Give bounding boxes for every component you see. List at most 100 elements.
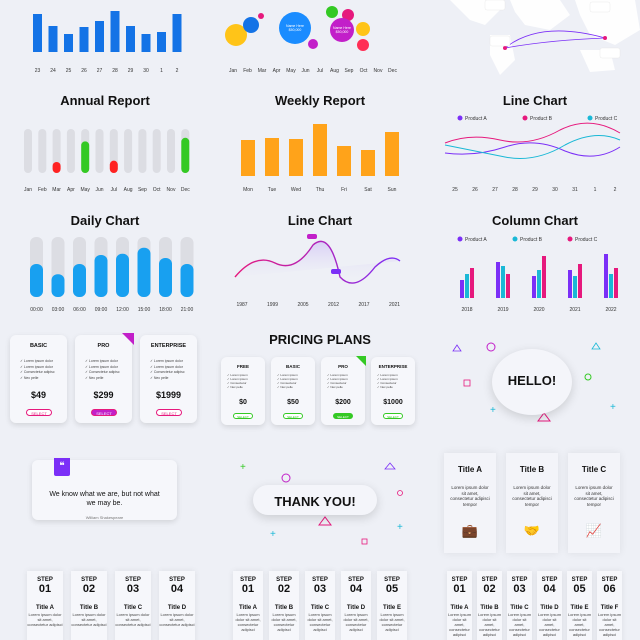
step-desc: Lorem ipsum dolor sit amet, consectetur … <box>71 612 107 627</box>
bar <box>109 160 118 173</box>
svg-text:+: + <box>610 402 616 413</box>
quote-icon: ❝ <box>54 458 70 476</box>
bar <box>313 124 327 176</box>
x-tick: 30 <box>143 68 149 74</box>
bubble <box>326 6 338 18</box>
tile-quote[interactable]: ❝ We know what we are, but not what we m… <box>0 445 210 560</box>
step-desc: Lorem ipsum dolor sit amet, consectetur … <box>477 612 502 637</box>
tile-titles[interactable]: Title A Lorem ipsum dolor sit amet, cons… <box>430 445 640 560</box>
step-card: STEP 02 Title B Lorem ipsum dolor sit am… <box>71 571 107 640</box>
tile-daily-chart[interactable]: Daily Chart 00:00 03:00 06:00 09:00 12:00 15:… <box>0 205 210 320</box>
tile-bar-chart-top[interactable]: 23 24 25 26 27 28 29 30 1 2 <box>0 0 210 80</box>
x-tick: Feb <box>38 187 47 193</box>
bar <box>64 34 73 52</box>
select-button[interactable]: SELECT <box>283 413 303 419</box>
x-tick: Jun <box>95 187 103 193</box>
column-desc: Lorem ipsum dolor sit amet, consectetur … <box>512 485 552 507</box>
select-button[interactable]: SELECT <box>333 413 353 419</box>
bar <box>470 268 474 298</box>
bar <box>460 280 464 298</box>
step-desc: Lorem ipsum dolor sit amet, consectetur … <box>537 612 562 637</box>
bubble-value: $50,000 <box>289 28 302 32</box>
tile-title: Line Chart <box>502 93 568 108</box>
plan-price: $49 <box>30 390 47 400</box>
select-button[interactable]: SELECT <box>26 409 52 416</box>
step-desc: Lorem ipsum dolor sit amet, consectetur … <box>379 612 405 632</box>
step-desc: Lorem ipsum dolor sit amet, consectetur … <box>159 612 195 627</box>
step-label: STEP <box>511 577 528 583</box>
x-tick: Thu <box>316 187 325 193</box>
step-number: 02 <box>483 583 496 595</box>
tile-world-map[interactable] <box>430 0 640 80</box>
x-tick: May <box>286 68 296 74</box>
plan-name: FREE <box>236 364 249 369</box>
x-tick: 03:00 <box>52 307 65 313</box>
bar <box>496 262 500 298</box>
step-title: Title E <box>383 605 401 611</box>
tile-weekly-report[interactable]: Weekly Report Mon Tue Wed Thu Fri Sat Sun <box>215 85 425 200</box>
x-tick: Jul <box>111 187 117 193</box>
tile-pricing-3[interactable]: BASIC ✓ Lorem ipsum dolor ✓ Lorem ipsum d… <box>0 325 210 440</box>
bar <box>94 255 108 297</box>
x-tick: 29 <box>128 68 134 74</box>
bar <box>385 132 399 176</box>
x-tick: Feb <box>243 68 252 74</box>
select-button[interactable]: SELECT <box>383 413 403 419</box>
legend-label: Product A <box>465 237 487 243</box>
legend-label: Product C <box>575 237 598 243</box>
bar-track <box>38 129 47 173</box>
x-tick: Tue <box>268 187 277 193</box>
tile-hello[interactable]: + + HELLO! <box>430 325 640 440</box>
tile-pricing-plans[interactable]: PRICING PLANS FREE ✓ Lorem ipsum ✓ Lorem … <box>215 325 425 440</box>
bubble <box>279 12 311 44</box>
svg-text:+: + <box>397 522 403 533</box>
title-column: Title A Lorem ipsum dolor sit amet, cons… <box>444 453 496 553</box>
bar <box>568 270 572 298</box>
step-title: Title B <box>480 605 499 611</box>
select-button[interactable]: SELECT <box>156 409 182 416</box>
step-number: 03 <box>513 583 526 595</box>
legend-label: Product B <box>530 116 553 122</box>
step-number: 04 <box>543 583 556 595</box>
feature-list: ✓ Lorem ipsum ✓ Lorem ipsum ✓ Consectetur ✓… <box>377 373 398 389</box>
tile-steps-5[interactable]: STEP 01 Title A Lorem ipsum dolor sit am… <box>215 565 425 640</box>
step-title: Title C <box>510 605 529 611</box>
step-number: 04 <box>170 583 184 595</box>
select-button[interactable]: SELECT <box>91 409 117 416</box>
tile-line-chart-2[interactable]: Line Chart 1987 1999 2005 2012 2017 2021 <box>215 205 425 320</box>
legend-swatch <box>587 115 593 121</box>
tile-column-chart[interactable]: Column Chart Product A Product B Product C… <box>430 205 640 320</box>
step-label: STEP <box>541 577 558 583</box>
tile-thank-you[interactable]: + + + THANK YOU! <box>215 445 425 560</box>
step-desc: Lorem ipsum dolor sit amet, consectetur … <box>115 612 151 627</box>
step-label: STEP <box>37 577 53 583</box>
tile-bubble-chart[interactable]: Name Here $50,000 Name Here $50,000 Jan F… <box>215 0 425 80</box>
bar <box>337 146 351 176</box>
bar <box>506 274 510 298</box>
step-number: 01 <box>38 583 52 595</box>
bar <box>465 274 469 298</box>
step-card: STEP 03 Title C Lorem ipsum dolor sit am… <box>305 571 335 640</box>
x-tick: 23 <box>35 68 41 74</box>
step-desc: Lorem ipsum dolor sit amet, consectetur … <box>235 612 261 632</box>
plan-price: $1999 <box>155 390 182 400</box>
bar <box>33 14 42 52</box>
quote-author: William Shakespeare <box>85 515 124 520</box>
x-tick: 27 <box>97 68 103 74</box>
x-tick: 2021 <box>389 302 400 308</box>
bar <box>542 256 546 298</box>
x-tick: 31 <box>572 187 578 193</box>
select-button[interactable]: SELECT <box>233 413 253 419</box>
step-title: Title A <box>35 605 54 611</box>
tile-steps-6[interactable]: STEP 01 Title A Lorem ipsum dolor sit am… <box>430 565 640 640</box>
step-title: Title A <box>238 605 257 611</box>
tile-annual-report[interactable]: Annual Report Jan Feb Mar Apr May Jun Jul Aug Se… <box>0 85 210 200</box>
line-chart-1: Product A Product B Product C 25 26 27 28 29 30… <box>444 115 621 193</box>
tile-line-chart-1[interactable]: Line Chart Product A Product B Product C 2… <box>430 85 640 200</box>
tile-steps-4[interactable]: STEP 01 Title A Lorem ipsum dolor sit am… <box>0 565 210 640</box>
x-tick: Fri <box>341 187 347 193</box>
x-tick: May <box>80 187 90 193</box>
legend-label: Product C <box>595 116 618 122</box>
bubble <box>258 13 264 19</box>
step-card: STEP 04 Title D Lorem ipsum dolor sit am… <box>159 571 195 640</box>
